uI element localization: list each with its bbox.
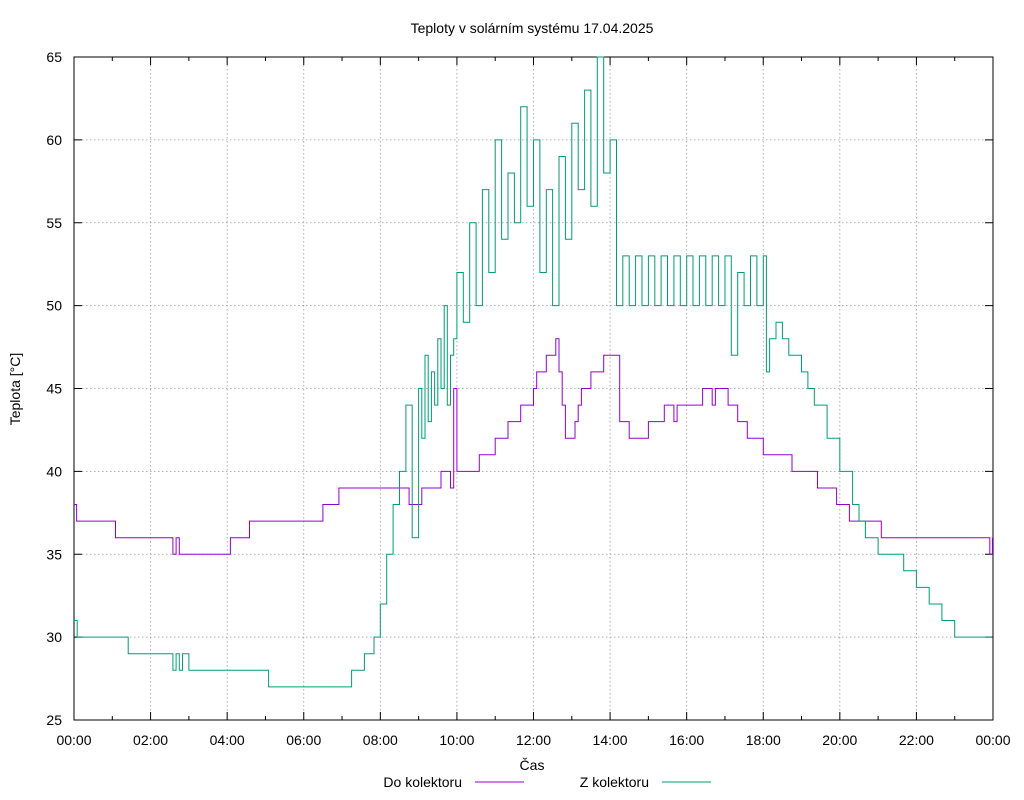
chart-title: Teploty v solárním systému 17.04.2025	[411, 20, 654, 36]
grid	[74, 57, 993, 720]
y-tick-label: 45	[46, 381, 62, 397]
series-line-z-kolektoru	[74, 56, 993, 688]
y-tick-label: 55	[46, 215, 62, 231]
y-tick-label: 60	[46, 132, 62, 148]
y-tick-label: 25	[46, 712, 62, 728]
legend: Do kolektoru Z kolektoru	[383, 774, 711, 790]
y-tick-label: 50	[46, 298, 62, 314]
x-tick-label: 14:00	[593, 732, 628, 748]
x-tick-label: 12:00	[516, 732, 551, 748]
legend-label: Z kolektoru	[580, 774, 649, 790]
y-tick-label: 65	[46, 49, 62, 65]
x-tick-label: 22:00	[899, 732, 934, 748]
x-tick-label: 18:00	[746, 732, 781, 748]
x-tick-label: 00:00	[975, 732, 1010, 748]
y-axis-label: Teplota [°C]	[7, 353, 23, 426]
y-tick-label: 30	[46, 629, 62, 645]
x-tick-label: 10:00	[439, 732, 474, 748]
y-tick-label: 35	[46, 546, 62, 562]
legend-label: Do kolektoru	[383, 774, 462, 790]
x-tick-label: 20:00	[822, 732, 857, 748]
series-line-do-kolektoru	[74, 338, 993, 555]
x-tick-label: 08:00	[363, 732, 398, 748]
y-tick-label: 40	[46, 463, 62, 479]
axis-ticks: 25 30 35 40 45 50 55 60 65 00:00 02:00 04:00 06:00 08…	[46, 49, 1010, 748]
x-axis-label: Čas	[520, 757, 545, 773]
series-lines	[74, 56, 993, 688]
x-tick-label: 00:00	[56, 732, 91, 748]
x-tick-label: 02:00	[133, 732, 168, 748]
x-tick-label: 16:00	[669, 732, 704, 748]
x-tick-label: 06:00	[286, 732, 321, 748]
x-tick-label: 04:00	[210, 732, 245, 748]
